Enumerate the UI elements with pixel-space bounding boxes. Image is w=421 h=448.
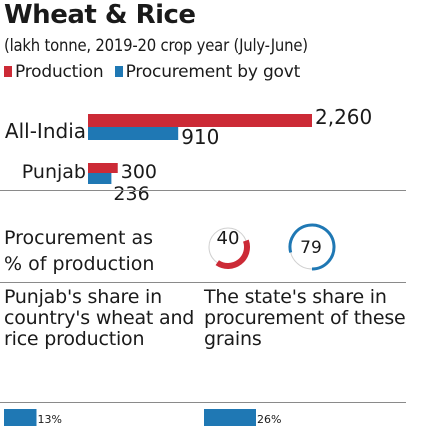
legend: Production Procurement by govt: [4, 62, 306, 82]
value-label-procurement-punjab: 236: [113, 183, 149, 205]
share-bars: 13% 26%: [4, 409, 281, 426]
share-value-label-1: 26%: [257, 413, 281, 426]
legend-procurement: Procurement by govt: [114, 62, 301, 82]
legend-swatch-procurement: [114, 66, 123, 77]
procurement-gauges: Procurement as % of production 40 79: [4, 223, 336, 275]
share-text-production: Punjab's share in country's wheat and ri…: [4, 286, 195, 350]
gauge-label-line2: % of production: [4, 253, 154, 275]
bar-procurement-punjab: [88, 173, 112, 184]
category-label-punjab: Punjab: [22, 161, 86, 183]
share-bar-0: [4, 409, 37, 426]
divider-1: [0, 190, 406, 191]
value-label-procurement-all-india: 910: [181, 125, 219, 149]
share-value-label-0: 13%: [38, 413, 62, 426]
gauge-value-label-1: 79: [300, 238, 322, 258]
bar-production-all-india: [88, 114, 312, 127]
value-label-production-all-india: 2,260: [315, 105, 372, 129]
gauge-label-line1: Procurement as: [4, 227, 153, 249]
gauge-arc-1: [288, 223, 336, 271]
gauge-arc-0: [215, 239, 250, 269]
chart-subtitle: (lakh tonne, 2019-20 crop year (July-Jun…: [4, 36, 308, 55]
chart-title: Wheat & Rice: [4, 0, 196, 30]
divider-2: [0, 282, 406, 283]
legend-label-production: Production: [15, 62, 104, 82]
bar-production-punjab: [88, 163, 118, 173]
bar-procurement-all-india: [88, 127, 179, 140]
share-text-procurement: The state's share in procurement of thes…: [204, 286, 406, 350]
share-bar-1: [204, 409, 256, 426]
gauge-value-label-0: 40: [217, 228, 240, 249]
category-label-all-india: All-India: [5, 119, 86, 143]
divider-3: [0, 402, 406, 403]
value-label-production-punjab: 300: [121, 161, 157, 183]
legend-swatch-production: [4, 66, 12, 77]
legend-label-procurement: Procurement by govt: [125, 62, 301, 82]
legend-production: Production: [4, 62, 104, 82]
